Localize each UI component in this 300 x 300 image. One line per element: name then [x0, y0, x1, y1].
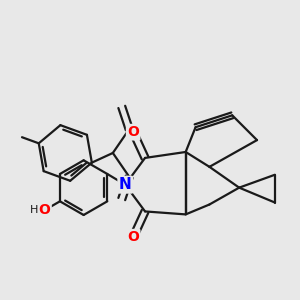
Text: O: O	[39, 203, 50, 217]
Text: H: H	[30, 205, 38, 215]
Text: N: N	[119, 177, 132, 192]
Text: O: O	[127, 125, 139, 139]
Text: O: O	[127, 230, 139, 244]
